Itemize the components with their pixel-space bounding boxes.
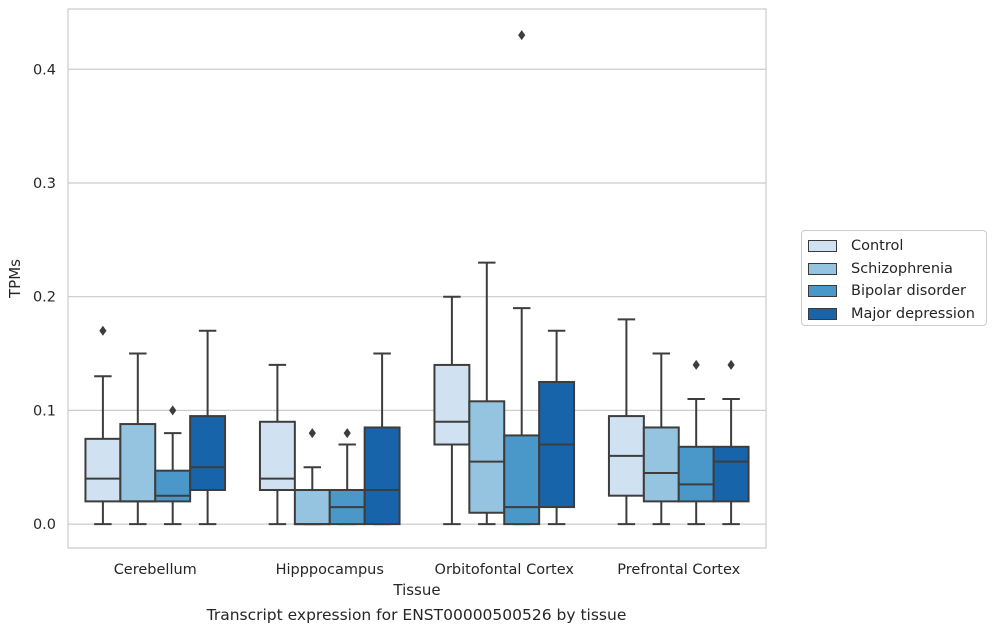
y-tick-label: 0.4: [33, 62, 56, 78]
outlier-point: [308, 428, 316, 439]
boxes: [84, 30, 750, 526]
legend-item: Major depression: [808, 303, 980, 326]
box-iqr: [154, 469, 192, 503]
y-tick-labels: 0.0 0.1 0.2 0.3 0.4: [33, 62, 56, 533]
x-tick-labels: Cerebellum Hipppocampus Orbitofontal Corte…: [114, 562, 741, 578]
chart-caption: Transcript expression for ENST0000050052…: [206, 606, 627, 624]
box-iqr: [119, 423, 157, 503]
box-iqr: [642, 426, 680, 503]
legend-label: Schizophrenia: [851, 260, 953, 277]
box-iqr: [84, 437, 122, 503]
box-2-3: [538, 329, 576, 526]
box-2-1: [468, 261, 506, 526]
outlier-point: [727, 359, 735, 370]
box-iqr: [293, 489, 331, 526]
gridlines: [68, 68, 766, 525]
legend-swatch: [808, 285, 837, 298]
x-tick-label: Cerebellum: [114, 562, 197, 578]
outlier-point: [518, 30, 526, 41]
y-tick-label: 0.2: [33, 290, 56, 306]
box-1-0: [258, 363, 296, 526]
box-iqr: [189, 415, 227, 492]
legend-label: Bipolar disorder: [851, 283, 966, 300]
box-iqr: [363, 426, 401, 526]
box-0-3: [189, 329, 227, 526]
box-iqr: [712, 445, 750, 503]
legend-swatch: [808, 307, 837, 320]
box-iqr: [468, 400, 506, 514]
y-axis-label: TPMs: [6, 259, 24, 299]
x-tick-label: Orbitofontal Cortex: [435, 562, 575, 578]
box-3-0: [607, 318, 645, 526]
box-0-0: [84, 325, 122, 526]
box-1-1: [293, 428, 331, 526]
y-tick-label: 0.0: [33, 517, 56, 533]
box-iqr: [433, 363, 471, 446]
box-iqr: [677, 445, 715, 503]
plot-frame: [67, 8, 767, 549]
outlier-point: [692, 359, 700, 370]
box-0-2: [154, 405, 192, 526]
legend-swatch: [808, 262, 837, 275]
box-1-2: [328, 428, 366, 526]
box-3-3: [712, 359, 750, 526]
x-tick-label: Hipppocampus: [276, 562, 384, 578]
box-3-1: [642, 352, 680, 526]
outlier-point: [99, 325, 107, 336]
legend-label: Major depression: [851, 305, 975, 322]
box-2-2: [503, 30, 541, 526]
legend: Control Schizophrenia Bipolar disorder Majo…: [801, 230, 987, 326]
outlier-point: [169, 405, 177, 416]
legend-item: Schizophrenia: [808, 258, 980, 281]
box-2-0: [433, 295, 471, 526]
y-tick-label: 0.3: [33, 176, 56, 192]
box-iqr: [258, 420, 296, 492]
box-iqr: [503, 434, 541, 526]
box-3-2: [677, 359, 715, 526]
x-axis-label: Tissue: [392, 581, 440, 599]
legend-label: Control: [851, 238, 904, 255]
box-1-3: [363, 352, 401, 526]
legend-item: Bipolar disorder: [808, 280, 980, 303]
box-0-1: [119, 352, 157, 526]
outlier-point: [343, 428, 351, 439]
x-tick-label: Prefrontal Cortex: [617, 562, 740, 578]
legend-swatch: [808, 240, 837, 253]
y-tick-label: 0.1: [33, 403, 56, 419]
legend-item: Control: [808, 235, 980, 258]
